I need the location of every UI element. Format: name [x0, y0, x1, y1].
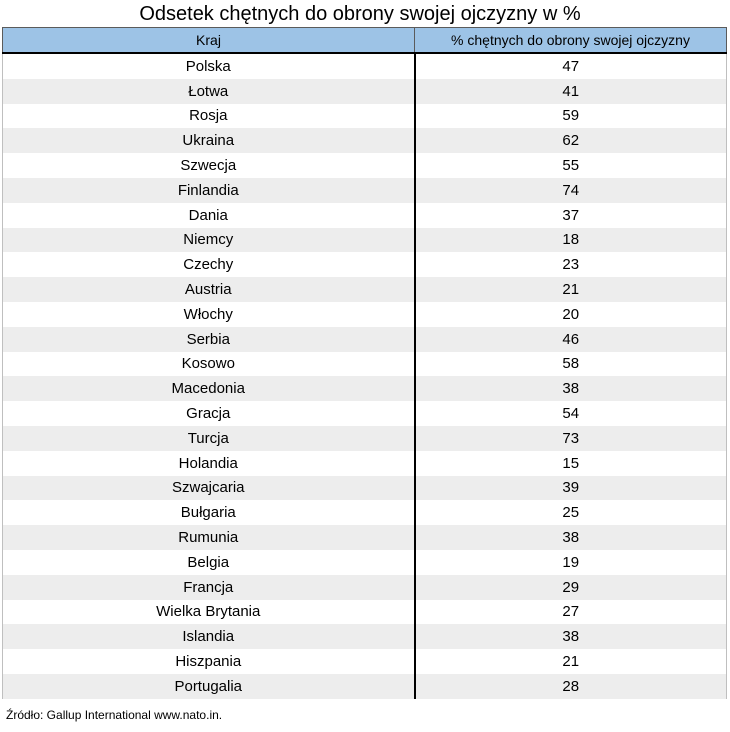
country-cell: Francja — [2, 574, 416, 600]
country-cell: Holandia — [2, 450, 416, 476]
table-row: Gracja 54 — [2, 401, 727, 426]
country-cell: Turcja — [2, 425, 416, 451]
table-row: Macedonia 38 — [2, 376, 727, 402]
percent-cell: 25 — [414, 500, 727, 526]
country-cell: Finlandia — [2, 177, 416, 203]
country-cell: Gracja — [2, 401, 416, 426]
table-row: Rumunia 38 — [2, 525, 727, 550]
country-cell: Dania — [2, 202, 416, 228]
table-row: Łotwa 41 — [2, 78, 727, 104]
country-cell: Ukraina — [2, 128, 416, 154]
country-cell: Belgia — [2, 549, 416, 575]
table-row: Bułgaria 25 — [2, 500, 727, 526]
table-row: Rosja 59 — [2, 103, 727, 129]
source-note: Źródło: Gallup International www.nato.in… — [6, 708, 223, 722]
column-header-country: Kraj — [2, 27, 415, 54]
country-cell: Wielka Brytania — [2, 599, 416, 625]
table-row: Turcja 73 — [2, 425, 727, 451]
table-row: Ukraina 62 — [2, 128, 727, 154]
country-cell: Szwajcaria — [2, 475, 416, 501]
country-cell: Włochy — [2, 301, 416, 327]
percent-cell: 21 — [414, 277, 727, 302]
percent-cell: 55 — [414, 153, 727, 178]
percent-cell: 54 — [414, 401, 727, 426]
country-cell: Islandia — [2, 624, 416, 650]
table-row: Finlandia 74 — [2, 177, 727, 203]
table-row: Włochy 20 — [2, 301, 727, 327]
percent-cell: 38 — [414, 525, 727, 550]
percent-cell: 37 — [414, 202, 727, 228]
country-cell: Rumunia — [2, 525, 416, 550]
country-cell: Austria — [2, 277, 416, 302]
table-row: Francja 29 — [2, 574, 727, 600]
percent-cell: 27 — [414, 599, 727, 625]
percent-cell: 23 — [414, 252, 727, 278]
country-cell: Macedonia — [2, 376, 416, 402]
country-cell: Czechy — [2, 252, 416, 278]
percent-cell: 38 — [414, 624, 727, 650]
table-row: Islandia 38 — [2, 624, 727, 650]
percent-cell: 47 — [414, 53, 727, 79]
percent-cell: 62 — [414, 128, 727, 154]
percent-cell: 15 — [414, 450, 727, 476]
table-body: Polska 47 Łotwa 41 Rosja 59 Ukraina 62 Szwecja 55… — [2, 53, 727, 699]
country-cell: Rosja — [2, 103, 416, 129]
table-row: Niemcy 18 — [2, 227, 727, 253]
percent-cell: 29 — [414, 574, 727, 600]
percent-cell: 41 — [414, 78, 727, 104]
table-row: Austria 21 — [2, 277, 727, 302]
header-row: Kraj % chętnych do obrony swojej ojczyzn… — [2, 27, 727, 54]
percent-cell: 73 — [414, 425, 727, 451]
percent-cell: 28 — [414, 673, 727, 699]
country-cell: Niemcy — [2, 227, 416, 253]
table-row: Wielka Brytania 27 — [2, 599, 727, 625]
table-row: Szwajcaria 39 — [2, 475, 727, 501]
percent-cell: 21 — [414, 649, 727, 674]
percent-cell: 58 — [414, 351, 727, 377]
table-row: Holandia 15 — [2, 450, 727, 476]
percent-cell: 46 — [414, 326, 727, 352]
table-row: Kosowo 58 — [2, 351, 727, 377]
country-cell: Serbia — [2, 326, 416, 352]
country-cell: Łotwa — [2, 78, 416, 104]
table-row: Hiszpania 21 — [2, 649, 727, 674]
country-cell: Kosowo — [2, 351, 416, 377]
percent-cell: 38 — [414, 376, 727, 402]
table-row: Polska 47 — [2, 53, 727, 79]
table-row: Czechy 23 — [2, 252, 727, 278]
table-title: Odsetek chętnych do obrony swojej ojczyz… — [139, 3, 581, 25]
table-row: Portugalia 28 — [2, 673, 727, 699]
country-cell: Portugalia — [2, 673, 416, 699]
country-cell: Bułgaria — [2, 500, 416, 526]
percent-cell: 20 — [414, 301, 727, 327]
column-header-percent: % chętnych do obrony swojej ojczyzny — [414, 27, 727, 54]
data-table: Kraj % chętnych do obrony swojej ojczyzn… — [2, 27, 727, 699]
percent-cell: 18 — [414, 227, 727, 253]
table-row: Belgia 19 — [2, 549, 727, 575]
percent-cell: 74 — [414, 177, 727, 203]
country-cell: Hiszpania — [2, 649, 416, 674]
percent-cell: 39 — [414, 475, 727, 501]
table-row: Serbia 46 — [2, 326, 727, 352]
table-row: Dania 37 — [2, 202, 727, 228]
table-row: Szwecja 55 — [2, 153, 727, 178]
country-cell: Szwecja — [2, 153, 416, 178]
percent-cell: 19 — [414, 549, 727, 575]
percent-cell: 59 — [414, 103, 727, 129]
country-cell: Polska — [2, 53, 416, 79]
